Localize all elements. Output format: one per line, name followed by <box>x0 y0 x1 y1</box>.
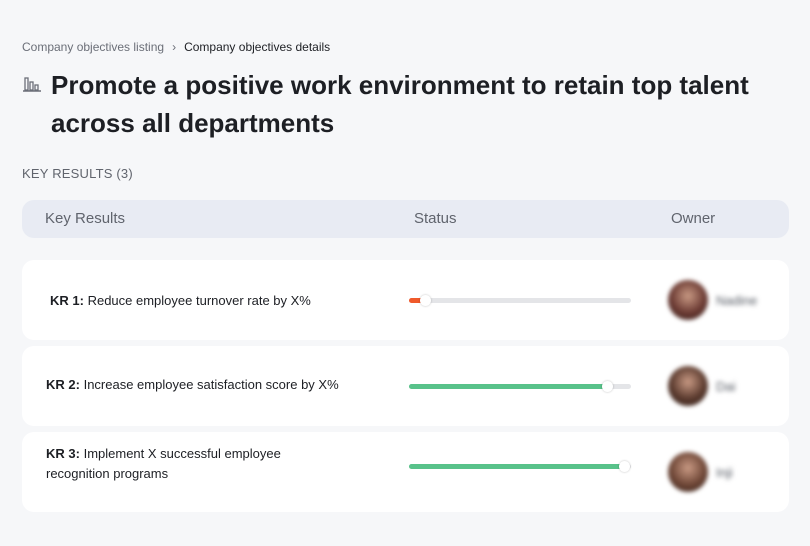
key-results-count-label: KEY RESULTS (3) <box>22 166 133 181</box>
owner-name: Inji <box>716 464 733 480</box>
owner-name: Nadine <box>716 292 758 308</box>
progress-handle[interactable] <box>601 381 613 392</box>
breadcrumb-parent-link[interactable]: Company objectives listing <box>22 40 165 54</box>
key-result-title: KR 1: Reduce employee turnover rate by X… <box>50 291 350 311</box>
key-result-progress-bar <box>409 381 631 392</box>
progress-handle[interactable] <box>619 461 631 472</box>
progress-fill <box>409 384 607 389</box>
column-header-owner: Owner <box>671 210 716 227</box>
column-header-status: Status <box>414 210 457 227</box>
page-title: Promote a positive work environment to r… <box>51 70 749 138</box>
key-result-row[interactable]: KR 3: Implement X successful employee re… <box>22 432 789 512</box>
key-results-table-header: Key Results Status Owner <box>22 200 789 238</box>
key-result-prefix: KR 3: <box>46 446 80 461</box>
avatar <box>668 280 708 320</box>
key-result-row[interactable]: KR 1: Reduce employee turnover rate by X… <box>22 260 789 340</box>
owner[interactable]: Inji <box>668 452 733 492</box>
owner[interactable]: Dai <box>668 366 736 406</box>
owner-name: Dai <box>716 378 736 394</box>
progress-fill <box>409 464 625 469</box>
column-header-key-results: Key Results <box>45 210 126 227</box>
key-result-text: Reduce employee turnover rate by X% <box>87 293 311 308</box>
key-result-row[interactable]: KR 2: Increase employee satisfaction sco… <box>22 346 789 426</box>
avatar <box>668 366 708 406</box>
owner[interactable]: Nadine <box>668 280 757 320</box>
key-result-progress-bar <box>409 295 631 306</box>
key-result-text: Implement X successful employee recognit… <box>46 446 281 481</box>
progress-fill <box>409 298 425 303</box>
key-result-prefix: KR 1: <box>50 293 84 308</box>
building-chart-icon <box>23 77 41 92</box>
objective-header: Promote a positive work environment to r… <box>22 66 782 142</box>
key-result-title: KR 2: Increase employee satisfaction sco… <box>46 375 346 395</box>
breadcrumb-current: Company objectives details <box>184 40 331 54</box>
progress-handle[interactable] <box>419 295 431 306</box>
key-result-title: KR 3: Implement X successful employee re… <box>46 444 346 484</box>
avatar <box>668 452 708 492</box>
key-result-text: Increase employee satisfaction score by … <box>83 377 339 392</box>
key-result-prefix: KR 2: <box>46 377 80 392</box>
key-result-progress-bar <box>409 461 631 472</box>
breadcrumb: Company objectives listing › Company obj… <box>22 40 330 54</box>
breadcrumb-separator: › <box>172 40 177 54</box>
